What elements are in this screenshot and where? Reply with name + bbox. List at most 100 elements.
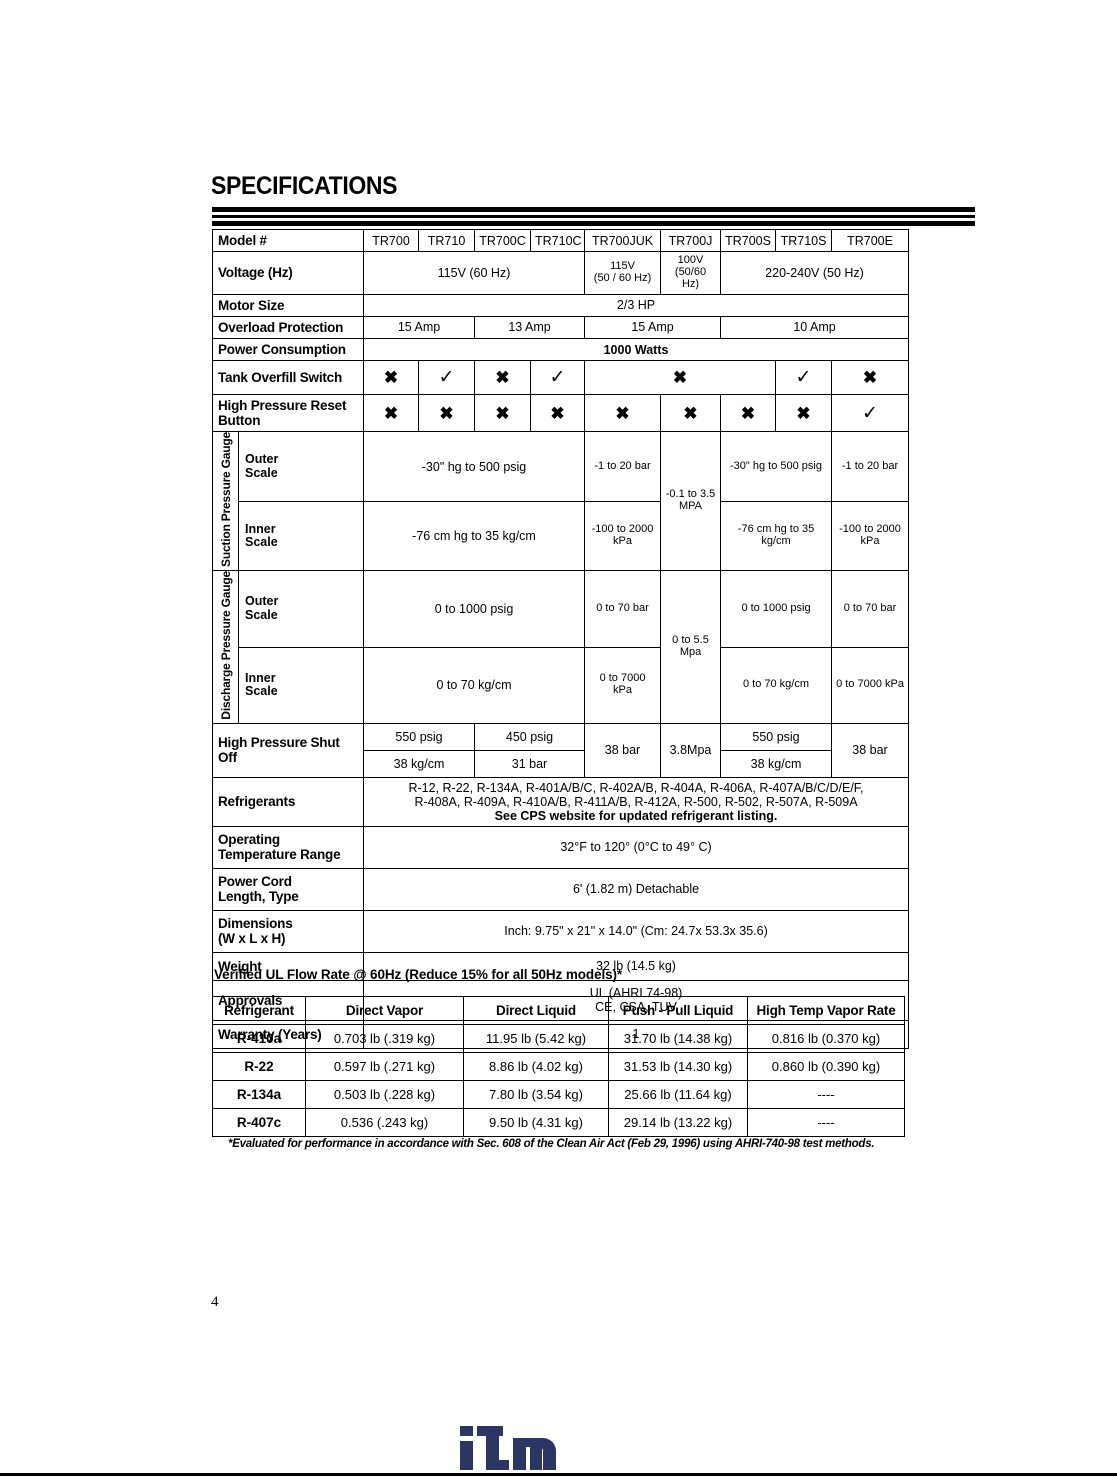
- suction-inner-kgcm: -76 cm hg to 35 kg/cm: [363, 500, 586, 572]
- voltage-cell-100v: 100V (50/60 Hz): [660, 251, 722, 295]
- suction-outer-bar-e: -1 to 20 bar: [831, 431, 910, 502]
- flow-cell-push-pull: 31.70 lb (14.38 kg): [608, 1024, 748, 1053]
- tank-overfill-juk-j-s: ✖: [584, 360, 777, 396]
- discharge-inner-kgcm-s: 0 to 70 kg/cm: [720, 646, 833, 724]
- row-label-operating-temp: Operating Temperature Range: [211, 825, 365, 869]
- model-cell-tr710s: TR710S: [775, 228, 833, 253]
- table-row-shutoff-top: High Pressure Shut Off 550 psig 450 psig…: [211, 722, 910, 778]
- discharge-inner-kgcm: 0 to 70 kg/cm: [363, 646, 586, 724]
- flow-cell-high-temp: 0.860 lb (0.390 kg): [747, 1052, 905, 1081]
- itm-logo: [458, 1424, 568, 1472]
- shutoff-38bar-juk: 38 bar: [584, 722, 662, 778]
- dimensions-value: Inch: 9.75" x 21" x 14.0" (Cm: 24.7x 53.…: [363, 909, 910, 953]
- voltage-cell-115v: 115V (60 Hz): [363, 251, 586, 295]
- table-row-overload: Overload Protection 15 Amp 13 Amp 15 Amp…: [211, 315, 910, 339]
- hp-reset-tr700s: ✖: [720, 394, 777, 433]
- row-label-power-cord: Power Cord Length, Type: [211, 867, 365, 911]
- discharge-outer-bar-juk: 0 to 70 bar: [584, 570, 662, 648]
- hp-reset-tr700juk: ✖: [584, 394, 662, 433]
- row-label-power-consumption: Power Consumption: [211, 337, 365, 362]
- refrigerants-line-1: R-12, R-22, R-134A, R-401A/B/C, R-402A/B…: [408, 780, 864, 795]
- shutoff-38bar-e: 38 bar: [831, 722, 910, 778]
- row-label-inner-scale-discharge: Inner Scale: [237, 646, 365, 724]
- row-label-outer-scale-discharge: Outer Scale: [237, 570, 365, 648]
- cross-icon: ✖: [495, 403, 510, 423]
- discharge-gauge-label: Discharge Pressure Gauge: [218, 571, 233, 720]
- row-label-tank-overfill: Tank Overfill Switch: [211, 360, 365, 396]
- model-cell-tr710: TR710: [418, 228, 476, 253]
- suction-inner-kgcm-s: -76 cm hg to 35 kg/cm: [720, 500, 833, 572]
- row-label-suction-gauge: Suction Pressure Gauge: [212, 431, 239, 572]
- cross-icon: ✖: [383, 368, 399, 388]
- shutoff-550psig-a: 550 psig: [363, 722, 476, 751]
- flow-cell-high-temp: ----: [747, 1108, 905, 1137]
- tank-overfill-tr710s: ✓: [775, 360, 833, 396]
- row-label-motor-size: Motor Size: [211, 293, 365, 317]
- table-row-high-pressure-reset: High Pressure Reset Button ✖ ✖ ✖ ✖ ✖ ✖ ✖…: [211, 394, 910, 433]
- hp-reset-tr700c: ✖: [474, 394, 532, 433]
- hp-reset-tr710s: ✖: [775, 394, 833, 433]
- overload-value-15amp-b: 15 Amp: [584, 315, 722, 339]
- discharge-outer-bar-e: 0 to 70 bar: [831, 570, 910, 648]
- check-icon: ✓: [438, 367, 455, 389]
- suction-gauge-label: Suction Pressure Gauge: [218, 432, 233, 568]
- flow-cell-push-pull: 31.53 lb (14.30 kg): [608, 1052, 748, 1081]
- flow-cell-high-temp: 0.816 lb (0.370 kg): [747, 1024, 905, 1053]
- hp-reset-tr710: ✖: [418, 394, 476, 433]
- flow-cell-direct-liquid: 9.50 lb (4.31 kg): [463, 1108, 609, 1137]
- overload-value-13amp: 13 Amp: [474, 315, 586, 339]
- row-label-high-pressure-reset: High Pressure Reset Button: [211, 394, 365, 433]
- table-row: R-407c 0.536 (.243 kg) 9.50 lb (4.31 kg)…: [212, 1108, 905, 1137]
- voltage-100v-line1: 100V: [677, 254, 704, 267]
- voltage-cell-220v: 220-240V (50 Hz): [720, 251, 910, 295]
- model-cell-tr700e: TR700E: [831, 228, 910, 253]
- row-label-outer-scale-suction: Outer Scale: [237, 431, 365, 502]
- table-row-refrigerants: Refrigerants R-12, R-22, R-134A, R-401A/…: [211, 776, 910, 827]
- table-row: R-22 0.597 lb (.271 kg) 8.86 lb (4.02 kg…: [212, 1052, 905, 1081]
- refrigerants-line-2: R-408A, R-409A, R-410A/B, R-411A/B, R-41…: [414, 794, 858, 809]
- overload-value-15amp-a: 15 Amp: [363, 315, 476, 339]
- row-label-model: Model #: [211, 228, 365, 253]
- voltage-115v-line2: (50 / 60 Hz): [593, 271, 652, 284]
- flow-cell-refrigerant: R-410a: [212, 1024, 306, 1053]
- hp-reset-tr700: ✖: [363, 394, 420, 433]
- divider-gap-top: [212, 212, 975, 215]
- tank-overfill-tr710: ✓: [418, 360, 476, 396]
- flow-col-high-temp-vapor: High Temp Vapor Rate: [747, 996, 905, 1025]
- suction-inner-kpa-e: -100 to 2000 kPa: [831, 500, 910, 572]
- flow-cell-high-temp: ----: [747, 1080, 905, 1109]
- suction-outer-psig: -30" hg to 500 psig: [363, 431, 586, 502]
- power-consumption-value: 1000 Watts: [363, 337, 910, 362]
- tank-overfill-tr710c: ✓: [530, 360, 586, 396]
- cross-icon: ✖: [550, 403, 565, 423]
- flow-cell-direct-vapor: 0.597 lb (.271 kg): [305, 1052, 464, 1081]
- footer-divider: [0, 1473, 1117, 1476]
- suction-mpa-j: -0.1 to 3.5 MPA: [660, 431, 722, 572]
- table-row-suction-inner: Inner Scale -76 cm hg to 35 kg/cm -100 to…: [213, 500, 910, 572]
- flow-cell-push-pull: 25.66 lb (11.64 kg): [608, 1080, 748, 1109]
- flow-table-header-row: Refrigerant Direct Vapor Direct Liquid P…: [212, 996, 905, 1025]
- cross-icon: ✖: [862, 368, 878, 388]
- cross-icon: ✖: [439, 403, 454, 423]
- flow-rate-table: Refrigerant Direct Vapor Direct Liquid P…: [212, 996, 905, 1137]
- check-icon: ✓: [549, 367, 566, 389]
- table-row-tank-overfill: Tank Overfill Switch ✖ ✓ ✖ ✓ ✖ ✓ ✖: [211, 360, 910, 396]
- row-label-overload: Overload Protection: [211, 315, 365, 339]
- flow-rate-heading: Verified UL Flow Rate @ 60Hz (Reduce 15%…: [214, 967, 622, 982]
- suction-inner-kpa-juk: -100 to 2000 kPa: [584, 500, 662, 572]
- row-label-dimensions: Dimensions (W x L x H): [211, 909, 365, 953]
- overload-value-10amp: 10 Amp: [720, 315, 910, 339]
- shutoff-38kgcm-b: 38 kg/cm: [720, 749, 833, 778]
- suction-outer-psig-s: -30" hg to 500 psig: [720, 431, 833, 502]
- flow-col-direct-vapor: Direct Vapor: [305, 996, 464, 1025]
- table-row-operating-temp: Operating Temperature Range 32°F to 120° …: [211, 825, 910, 869]
- refrigerants-value: R-12, R-22, R-134A, R-401A/B/C, R-402A/B…: [363, 776, 910, 827]
- model-cell-tr700s: TR700S: [720, 228, 777, 253]
- table-row-discharge-inner: Inner Scale 0 to 70 kg/cm 0 to 7000 kPa 0…: [213, 646, 910, 724]
- row-label-high-pressure-shutoff: High Pressure Shut Off: [211, 722, 365, 778]
- voltage-cell-115v-5060: 115V (50 / 60 Hz): [584, 251, 662, 295]
- suction-outer-bar-juk: -1 to 20 bar: [584, 431, 662, 502]
- check-icon: ✓: [862, 402, 878, 424]
- row-label-voltage: Voltage (Hz): [211, 251, 365, 295]
